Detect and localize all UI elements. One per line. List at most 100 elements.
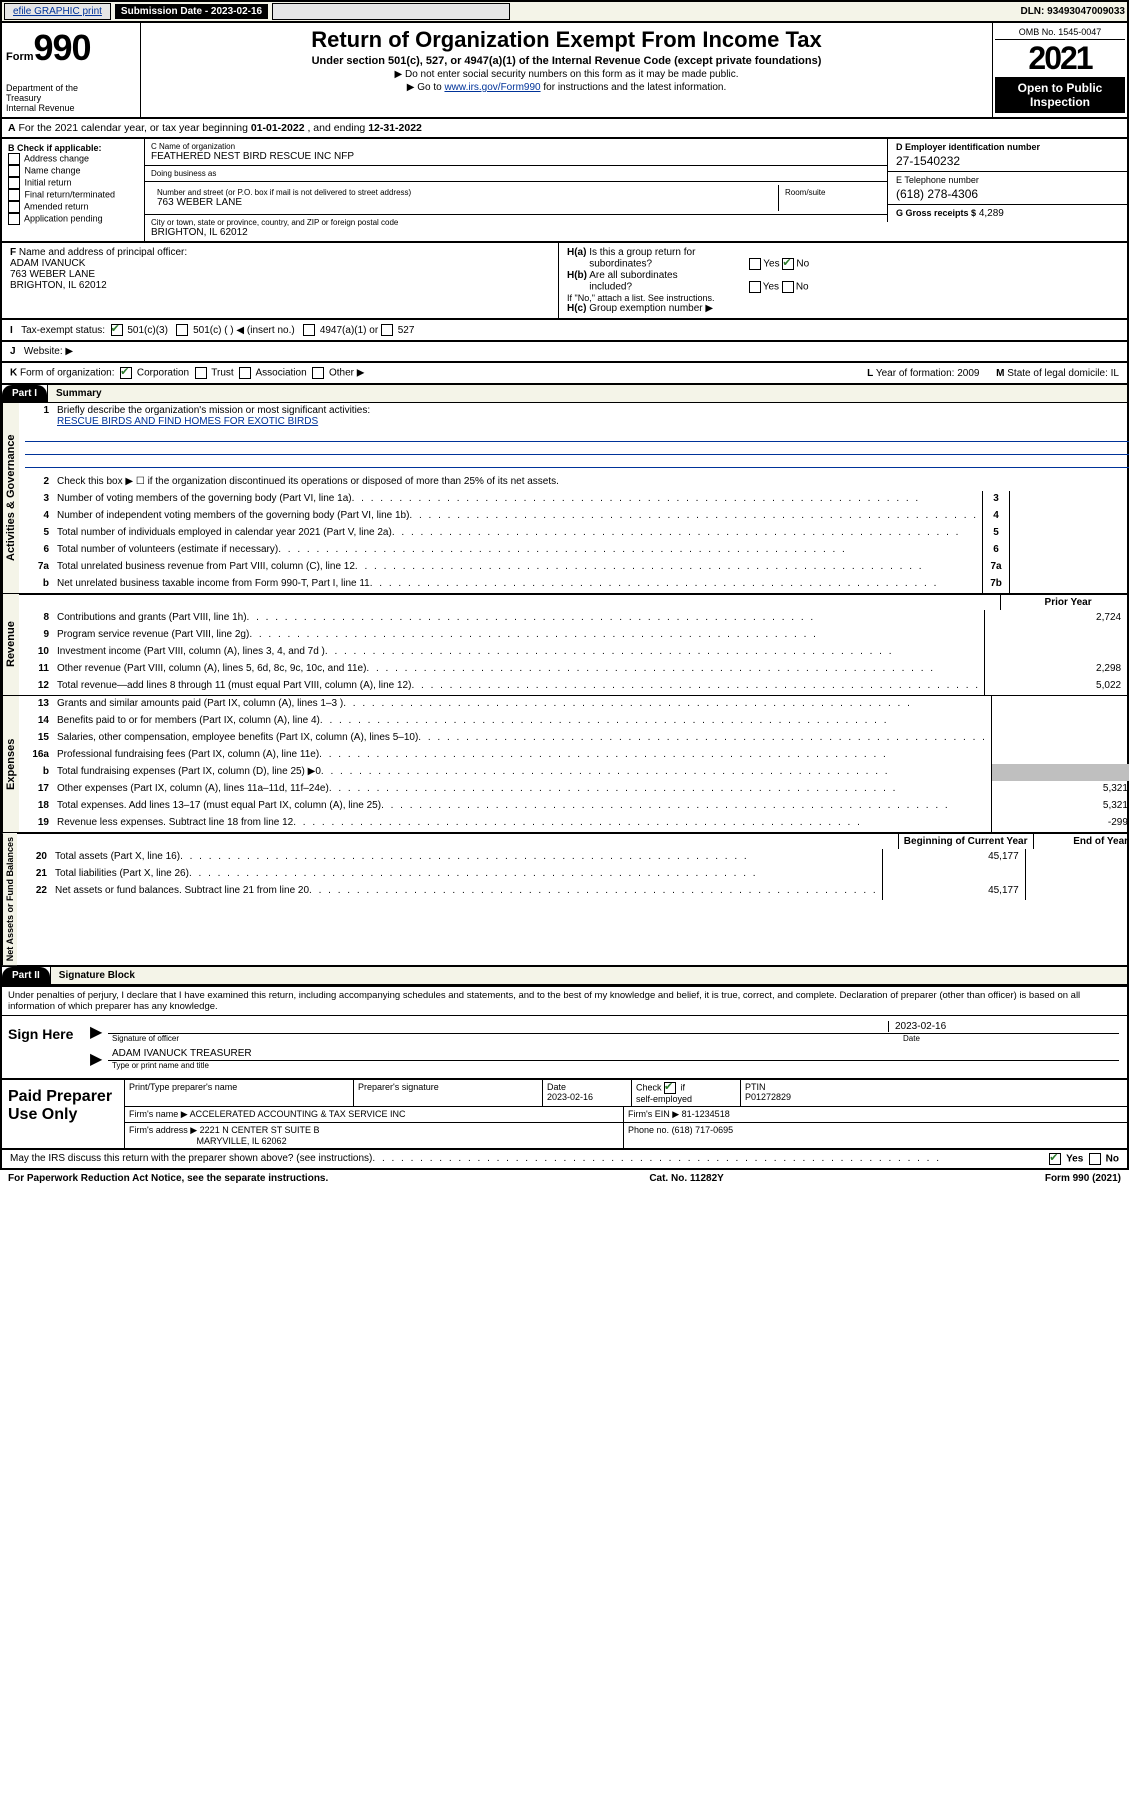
prior-value (984, 627, 1127, 644)
sign-here-label: Sign Here (2, 1016, 84, 1078)
hb-note: If "No," attach a list. See instructions… (567, 293, 1119, 303)
line-num: 8 (19, 610, 53, 627)
discuss-no[interactable] (1089, 1153, 1101, 1165)
chk-initial-return[interactable] (8, 177, 20, 189)
chk-527[interactable] (381, 324, 393, 336)
prior-value: 5,321 (991, 798, 1129, 815)
c-name-label: C Name of organization (151, 142, 881, 151)
line-num: b (19, 764, 53, 781)
line-desc: Benefits paid to or for members (Part IX… (57, 715, 320, 728)
chk-address-change[interactable] (8, 153, 20, 165)
table-row: 14 Benefits paid to or for members (Part… (19, 713, 1129, 730)
line-desc: Revenue less expenses. Subtract line 18 … (57, 817, 293, 830)
col-c-org-info: C Name of organization FEATHERED NEST BI… (145, 139, 887, 241)
dba-label: Doing business as (151, 169, 881, 178)
h-a: H(a) Is this a group return for subordin… (567, 247, 1119, 270)
line-value: 0 (1009, 559, 1129, 576)
efile-print-button[interactable]: efile GRAPHIC print (4, 3, 111, 20)
row-a-tax-year: A For the 2021 calendar year, or tax yea… (0, 119, 1129, 139)
telephone: (618) 278-4306 (896, 187, 1119, 201)
line-num: 12 (19, 678, 53, 695)
line-num: 21 (17, 866, 51, 883)
tax-year: 2021 (995, 40, 1125, 77)
mission-line-3 (25, 455, 1129, 468)
chk-4947[interactable] (303, 324, 315, 336)
footer-discuss: May the IRS discuss this return with the… (0, 1150, 1129, 1170)
table-row: 4 Number of independent voting members o… (19, 508, 1129, 525)
irs-link[interactable]: www.irs.gov/Form990 (444, 82, 540, 93)
line-value (1009, 542, 1129, 559)
chk-final-return[interactable] (8, 189, 20, 201)
firm-name: ACCELERATED ACCOUNTING & TAX SERVICE INC (190, 1109, 406, 1119)
row-j-website: J Website: ▶ (0, 342, 1129, 363)
discuss-yes[interactable] (1049, 1153, 1061, 1165)
line-num: 20 (17, 849, 51, 866)
city-state-zip: BRIGHTON, IL 62012 (151, 227, 881, 238)
omb-number: OMB No. 1545-0047 (995, 25, 1125, 40)
h-c: H(c) Group exemption number ▶ (567, 303, 1119, 314)
prior-value: 45,177 (882, 849, 1025, 866)
mission[interactable]: RESCUE BIRDS AND FIND HOMES FOR EXOTIC B… (57, 416, 318, 427)
chk-501c3[interactable] (111, 324, 123, 336)
signature-block: Under penalties of perjury, I declare th… (0, 987, 1129, 1080)
line-num: 11 (19, 661, 53, 678)
line2-desc: Check this box ▶ ☐ if the organization d… (53, 474, 1129, 491)
line-box: 6 (982, 542, 1009, 559)
table-row: 7a Total unrelated business revenue from… (19, 559, 1129, 576)
officer-addr1: 763 WEBER LANE (10, 269, 550, 280)
ha-no[interactable] (782, 258, 794, 270)
prior-value (984, 644, 1127, 661)
chk-app-pending[interactable] (8, 213, 20, 225)
current-value: 45,398 (1025, 883, 1129, 900)
table-row: 8 Contributions and grants (Part VIII, l… (19, 610, 1129, 627)
line-num: b (19, 576, 53, 593)
line-desc: Total expenses. Add lines 13–17 (must eq… (57, 800, 381, 813)
prior-value: -299 (991, 815, 1129, 832)
line-desc: Total unrelated business revenue from Pa… (57, 561, 355, 574)
vlabel-gov: Activities & Governance (2, 403, 19, 593)
line-num: 10 (19, 644, 53, 661)
chk-corp[interactable] (120, 367, 132, 379)
line-desc: Other revenue (Part VIII, column (A), li… (57, 663, 366, 676)
paperwork-text: For Paperwork Reduction Act Notice, see … (8, 1173, 328, 1184)
line-desc: Total fundraising expenses (Part IX, col… (57, 766, 321, 779)
mission-line-1 (25, 429, 1129, 442)
chk-other[interactable] (312, 367, 324, 379)
chk-assoc[interactable] (239, 367, 251, 379)
line1-desc: Briefly describe the organization's miss… (57, 405, 370, 416)
ha-yes[interactable] (749, 258, 761, 270)
chk-501c[interactable] (176, 324, 188, 336)
prior-value (991, 696, 1129, 713)
prior-value (882, 866, 1025, 883)
form-990-2021: Form 990 (2021) (1045, 1173, 1121, 1184)
f-label: F Name and address of principal officer: (10, 247, 550, 258)
table-row: 3 Number of voting members of the govern… (19, 491, 1129, 508)
col-b-checkboxes: B Check if applicable: Address change Na… (2, 139, 145, 241)
line-desc: Number of voting members of the governin… (57, 493, 352, 506)
line-desc: Net assets or fund balances. Subtract li… (55, 885, 309, 898)
hb-yes[interactable] (749, 281, 761, 293)
officer-type-label: Type or print name and title (88, 1061, 1127, 1074)
tel-label: E Telephone number (896, 175, 1119, 185)
hb-no[interactable] (782, 281, 794, 293)
note-1: ▶ Do not enter social security numbers o… (147, 69, 986, 80)
prior-value: 5,022 (984, 678, 1127, 695)
line-num: 14 (19, 713, 53, 730)
prior-value: 2,724 (984, 610, 1127, 627)
vlabel-rev: Revenue (2, 594, 19, 695)
phone-lbl: Phone no. (628, 1125, 669, 1135)
table-row: 19 Revenue less expenses. Subtract line … (19, 815, 1129, 832)
prior-value: 45,177 (882, 883, 1025, 900)
chk-amended[interactable] (8, 201, 20, 213)
chk-name-change[interactable] (8, 165, 20, 177)
chk-trust[interactable] (195, 367, 207, 379)
line-num: 16a (19, 747, 53, 764)
chk-self-employed[interactable] (664, 1082, 676, 1094)
note-2: ▶ Go to www.irs.gov/Form990 for instruct… (147, 82, 986, 93)
vlabel-na: Net Assets or Fund Balances (2, 833, 17, 965)
firm-addr1: 2221 N CENTER ST SUITE B (200, 1125, 320, 1135)
top-bar: efile GRAPHIC print Submission Date - 20… (0, 0, 1129, 23)
org-name: FEATHERED NEST BIRD RESCUE INC NFP (151, 151, 881, 162)
line-num: 9 (19, 627, 53, 644)
line-desc: Total liabilities (Part X, line 26) (55, 868, 189, 881)
